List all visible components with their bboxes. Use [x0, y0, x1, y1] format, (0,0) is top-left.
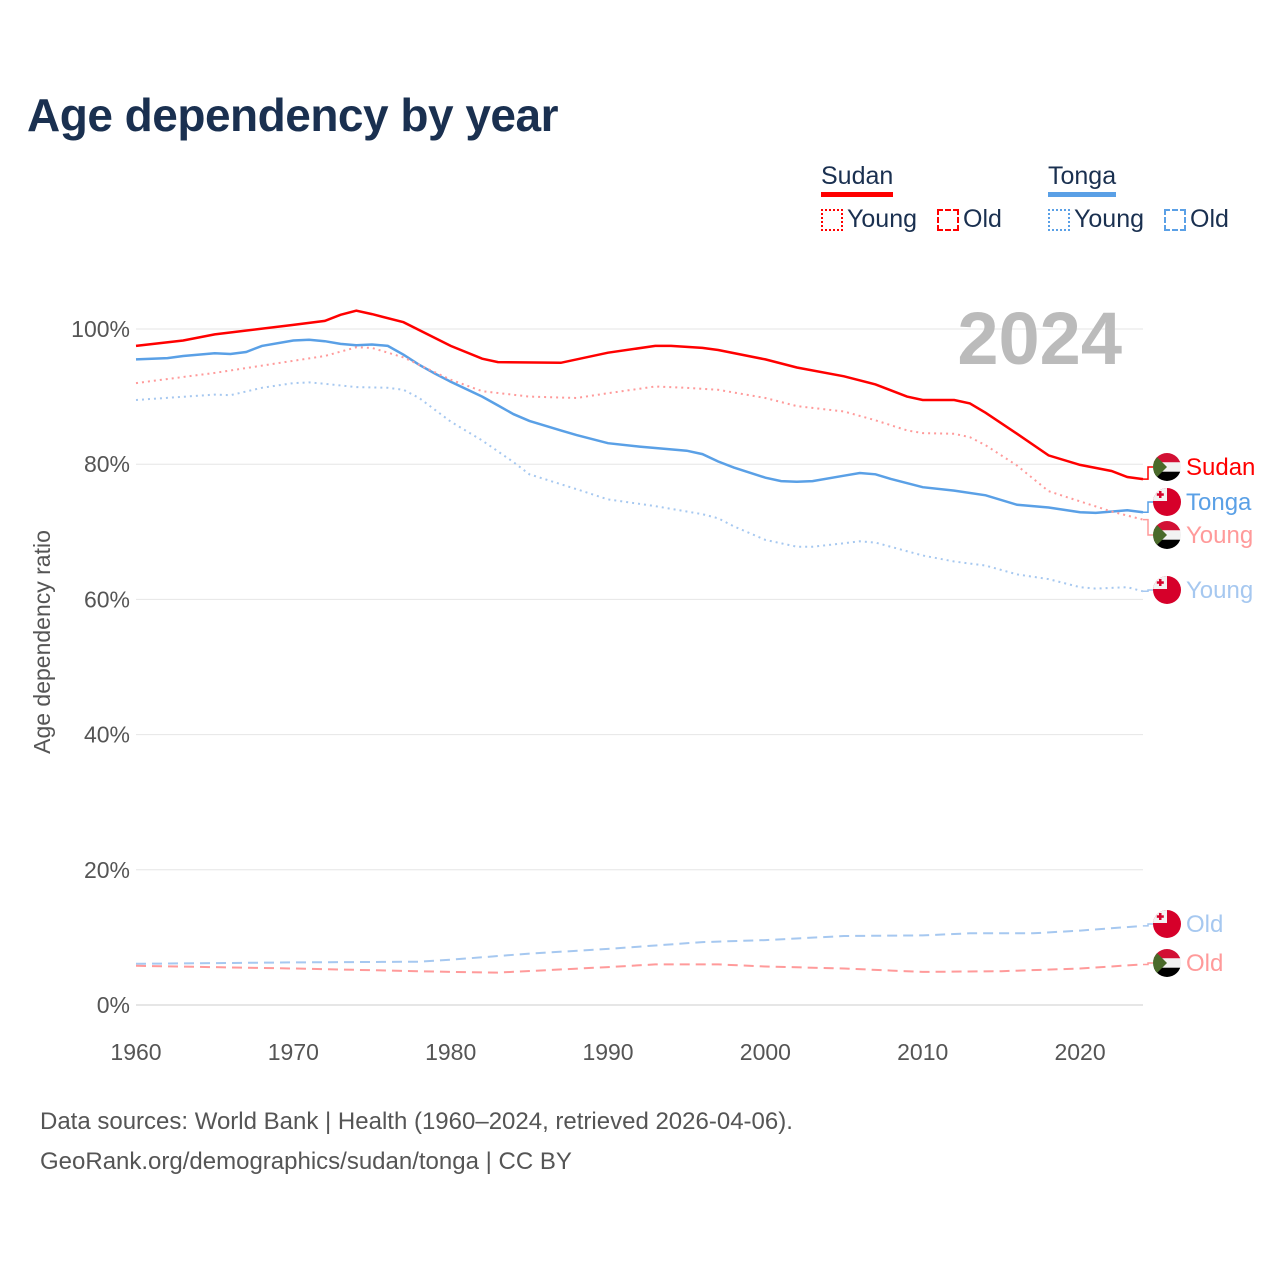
- x-tick-label: 1960: [110, 1039, 161, 1065]
- legend-country-tonga: Tonga: [1048, 162, 1117, 197]
- sudan-flag-icon: [1153, 949, 1181, 977]
- flag-clip: [1153, 949, 1181, 977]
- flag-clip: [1153, 453, 1181, 481]
- flag-cross: [1156, 493, 1164, 496]
- y-tick-label: 0%: [97, 992, 130, 1018]
- legend-tonga: Tonga Young Old: [1048, 162, 1243, 234]
- sudan-flag-icon: [1153, 521, 1181, 549]
- dashed-swatch-icon: [937, 208, 959, 231]
- series-line-tonga-young: [135, 381, 1144, 593]
- flag-triangle: [1153, 453, 1167, 481]
- legend-label: Young: [847, 205, 917, 233]
- tonga-flag-icon: [1153, 488, 1181, 516]
- label-connector: [1143, 923, 1155, 927]
- y-axis-label: Age dependency ratio: [29, 530, 55, 754]
- y-tick-label: 40%: [84, 722, 130, 748]
- label-connector: [1143, 518, 1155, 536]
- flag-clip: [1153, 488, 1181, 516]
- flag-triangle: [1153, 949, 1167, 977]
- legend-label: Young: [1074, 205, 1144, 233]
- end-label: Tonga: [1186, 489, 1252, 516]
- legend-label: Old: [963, 205, 1002, 233]
- year-watermark: 2024: [957, 297, 1122, 380]
- flag-stripe: [1153, 453, 1181, 463]
- end-label: Old: [1186, 911, 1223, 938]
- tonga-flag-icon: [1153, 576, 1181, 604]
- end-label: Sudan: [1186, 454, 1255, 481]
- chart-title: Age dependency by year: [27, 89, 558, 141]
- sudan-flag-icon: [1153, 453, 1181, 481]
- x-tick-label: 2020: [1054, 1039, 1105, 1065]
- dashed-swatch-icon: [1164, 208, 1186, 231]
- label-connector: [1143, 962, 1155, 966]
- flag-clip: [1153, 910, 1181, 938]
- tonga-flag-icon: [1153, 910, 1181, 938]
- flag-triangle: [1153, 521, 1167, 549]
- end-label: Old: [1186, 950, 1223, 977]
- label-connector: [1143, 466, 1155, 480]
- data-source: Data sources: World Bank | Health (1960–…: [40, 1108, 793, 1135]
- flag-cross: [1156, 915, 1164, 918]
- x-tick-label: 2000: [740, 1039, 791, 1065]
- series-line-sudan-old: [135, 963, 1144, 974]
- flag-clip: [1153, 576, 1181, 604]
- series-line-tonga: [135, 338, 1144, 515]
- y-tick-label: 60%: [84, 586, 130, 612]
- y-tick-label: 20%: [84, 857, 130, 883]
- dotted-swatch-icon: [821, 208, 843, 231]
- legend-sudan: Sudan Young Old: [821, 162, 1016, 234]
- end-label: Young: [1186, 577, 1253, 604]
- dotted-swatch-icon: [1048, 208, 1070, 231]
- label-connector: [1143, 589, 1155, 593]
- legend-item-tonga-old[interactable]: Old: [1164, 205, 1229, 234]
- attribution-link[interactable]: GeoRank.org/demographics/sudan/tonga | C…: [40, 1148, 572, 1175]
- x-tick-label: 1980: [425, 1039, 476, 1065]
- flag-clip: [1153, 521, 1181, 549]
- legend-item-tonga-young[interactable]: Young: [1048, 205, 1144, 234]
- flag-stripe: [1153, 949, 1181, 959]
- label-connector: [1143, 501, 1155, 513]
- x-tick-label: 2010: [897, 1039, 948, 1065]
- series-line-sudan-young: [135, 346, 1144, 521]
- flag-stripe: [1153, 521, 1181, 531]
- legend-item-sudan-young[interactable]: Young: [821, 205, 917, 234]
- end-label: Young: [1186, 522, 1253, 549]
- flag-stripe: [1153, 539, 1181, 549]
- y-tick-label: 80%: [84, 451, 130, 477]
- x-tick-label: 1970: [268, 1039, 319, 1065]
- series-line-tonga-old: [135, 924, 1144, 965]
- flag-stripe: [1153, 471, 1181, 481]
- legend-country-sudan: Sudan: [821, 162, 894, 197]
- flag-cross: [1156, 581, 1164, 584]
- x-tick-label: 1990: [582, 1039, 633, 1065]
- flag-stripe: [1153, 967, 1181, 977]
- legend-label: Old: [1190, 205, 1229, 233]
- series-line-sudan: [135, 309, 1144, 481]
- legend-item-sudan-old[interactable]: Old: [937, 205, 1002, 234]
- y-tick-label: 100%: [71, 316, 130, 342]
